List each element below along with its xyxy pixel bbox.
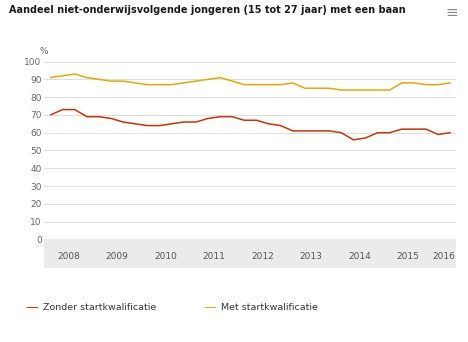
Text: —: — xyxy=(26,301,38,314)
Text: 2016: 2016 xyxy=(433,252,456,261)
Text: 2014: 2014 xyxy=(348,252,371,261)
Text: 2011: 2011 xyxy=(203,252,226,261)
Text: 2015: 2015 xyxy=(396,252,419,261)
Text: 2009: 2009 xyxy=(106,252,129,261)
Text: 2013: 2013 xyxy=(300,252,322,261)
Text: Aandeel niet-onderwijsvolgende jongeren (15 tot 27 jaar) met een baan: Aandeel niet-onderwijsvolgende jongeren … xyxy=(9,5,406,15)
Text: Met startkwalificatie: Met startkwalificatie xyxy=(221,303,318,312)
Text: 2010: 2010 xyxy=(154,252,177,261)
Text: ≡: ≡ xyxy=(445,5,458,20)
Text: Zonder startkwalificatie: Zonder startkwalificatie xyxy=(43,303,156,312)
Text: %: % xyxy=(40,47,48,56)
Text: 2008: 2008 xyxy=(57,252,80,261)
Text: —: — xyxy=(204,301,216,314)
Text: 2012: 2012 xyxy=(251,252,274,261)
